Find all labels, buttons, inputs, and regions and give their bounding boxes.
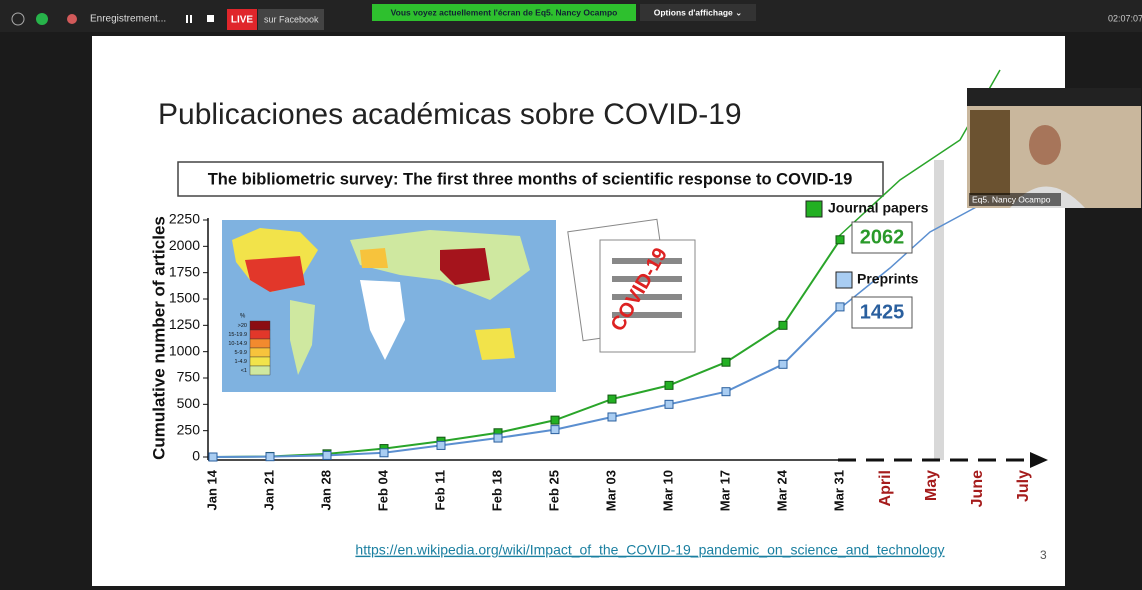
map-legend-label: >20 xyxy=(238,323,247,329)
slide-title: Publicaciones académicas sobre COVID-19 xyxy=(158,98,742,131)
data-point xyxy=(209,453,217,461)
screen: Enregistrement... LIVE sur Facebook Vous… xyxy=(0,0,1142,590)
data-point xyxy=(608,395,616,403)
shadow-band xyxy=(934,160,944,460)
y-tick-label: 250 xyxy=(177,421,201,437)
legend-label: Journal papers xyxy=(828,200,929,216)
y-tick-label: 1500 xyxy=(169,290,200,306)
view-options-label[interactable]: Options d'affichage ⌄ xyxy=(654,7,742,17)
share-banner-text: Vous voyez actuellement l'écran de Eq5. … xyxy=(391,7,618,17)
legend-label: Preprints xyxy=(857,271,919,287)
live-target: sur Facebook xyxy=(264,14,319,24)
recording-label: Enregistrement... xyxy=(90,14,166,25)
y-tick-label: 750 xyxy=(177,369,201,385)
data-point xyxy=(665,400,673,408)
x-tick-label: Jan 28 xyxy=(318,470,333,510)
legend-swatch xyxy=(836,272,852,288)
x-tick-label: Mar 17 xyxy=(717,470,732,511)
security-icon[interactable] xyxy=(36,13,48,25)
x-tick-label: Jan 21 xyxy=(261,470,276,510)
map-legend-swatch xyxy=(250,321,270,330)
live-label: LIVE xyxy=(231,15,254,26)
map-legend-title: % xyxy=(240,314,246,320)
stop-icon[interactable] xyxy=(207,15,214,22)
x-tick-label: Feb 18 xyxy=(489,470,504,511)
y-tick-label: 1750 xyxy=(169,263,200,279)
map-legend-label: 10-14.9 xyxy=(228,341,247,347)
end-value-label: 1425 xyxy=(860,301,905,323)
data-point xyxy=(494,434,502,442)
y-tick-label: 0 xyxy=(192,448,200,464)
x-tick-label: Mar 31 xyxy=(831,470,846,511)
video-toolbar xyxy=(967,88,1141,106)
map-legend-label: 1-4.9 xyxy=(234,359,247,365)
x-tick-label: Mar 10 xyxy=(660,470,675,511)
data-point xyxy=(665,381,673,389)
x-tick-label: Jan 14 xyxy=(204,469,219,510)
data-point xyxy=(266,453,274,461)
y-tick-label: 1250 xyxy=(169,316,200,332)
data-point xyxy=(836,236,844,244)
record-icon xyxy=(67,14,77,24)
map-legend-swatch xyxy=(250,330,270,339)
participant-name: Eq5. Nancy Ocampo xyxy=(972,194,1051,204)
data-point xyxy=(779,360,787,368)
page: { "toolbar": {"recording": "Enregistreme… xyxy=(0,0,1142,590)
clock: 02:07:07 xyxy=(1108,13,1142,23)
participant-face xyxy=(1029,125,1061,165)
data-point xyxy=(551,416,559,424)
x-tick-label: April xyxy=(877,470,894,506)
x-tick-label: Feb 25 xyxy=(546,470,561,511)
map-legend-swatch xyxy=(250,357,270,366)
data-point xyxy=(722,388,730,396)
y-tick-label: 500 xyxy=(177,395,201,411)
y-tick-label: 1000 xyxy=(169,342,200,358)
map-legend-swatch xyxy=(250,348,270,357)
map-region xyxy=(475,328,515,360)
x-tick-label: Feb 11 xyxy=(432,470,447,510)
data-point xyxy=(323,451,331,459)
x-tick-label: June xyxy=(969,470,986,507)
source-link[interactable]: https://en.wikipedia.org/wiki/Impact_of_… xyxy=(355,542,944,558)
x-tick-label: May xyxy=(923,470,940,501)
map-legend-label: 5-9.9 xyxy=(234,350,247,356)
data-point xyxy=(608,413,616,421)
y-tick-label: 2000 xyxy=(169,237,200,253)
data-point xyxy=(437,441,445,449)
map-legend-swatch xyxy=(250,366,270,375)
map-legend-label: 15-19.9 xyxy=(228,332,247,338)
x-tick-label: Mar 24 xyxy=(774,469,789,511)
slide-number: 3 xyxy=(1040,548,1047,562)
map-region xyxy=(360,248,388,268)
pause-icon[interactable] xyxy=(190,15,192,23)
x-tick-label: Feb 04 xyxy=(375,469,390,511)
bookshelf xyxy=(970,110,1010,195)
slide-subtitle: The bibliometric survey: The first three… xyxy=(208,170,853,188)
map-legend-label: <1 xyxy=(241,368,247,374)
end-value-label: 2062 xyxy=(860,226,905,248)
legend-swatch xyxy=(806,201,822,217)
data-point xyxy=(722,358,730,366)
data-point xyxy=(380,449,388,457)
x-tick-label: July xyxy=(1015,470,1032,502)
x-tick-label: Mar 03 xyxy=(603,470,618,511)
map-legend-swatch xyxy=(250,339,270,348)
y-tick-label: 2250 xyxy=(169,211,200,227)
data-point xyxy=(551,426,559,434)
pause-icon[interactable] xyxy=(186,15,188,23)
data-point xyxy=(836,303,844,311)
y-axis-label: Cumulative number of articles xyxy=(149,216,168,460)
data-point xyxy=(779,321,787,329)
